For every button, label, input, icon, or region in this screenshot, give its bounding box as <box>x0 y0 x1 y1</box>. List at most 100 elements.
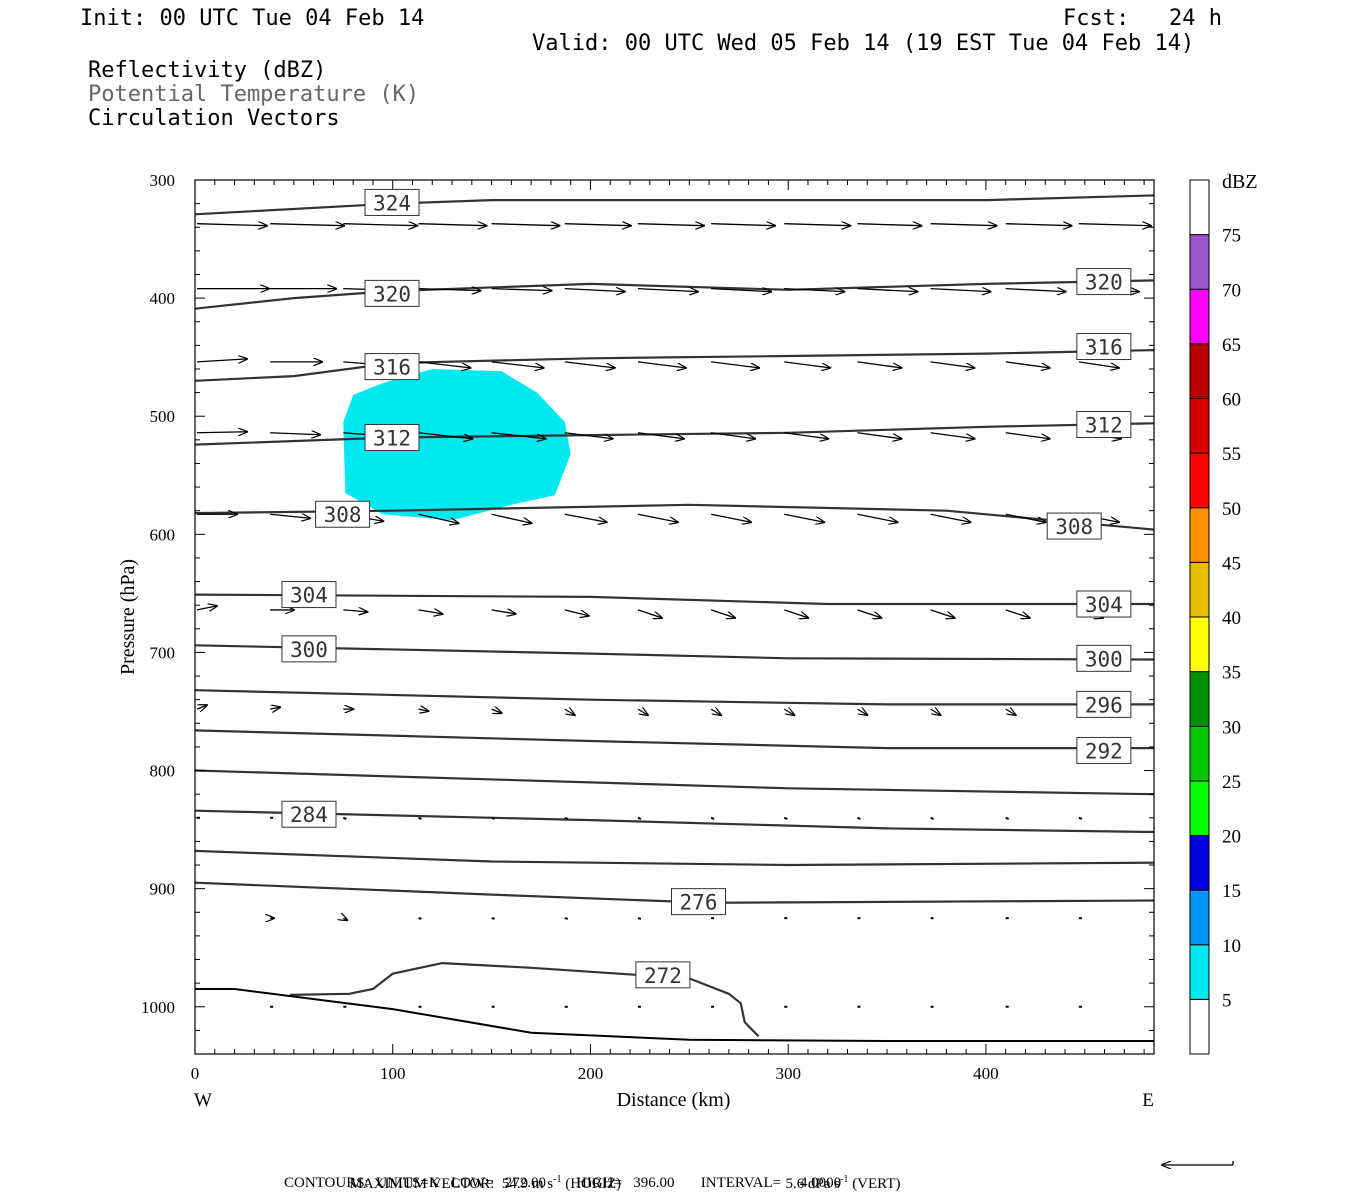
y-tick-label: 700 <box>150 643 176 662</box>
theta-contour-304 <box>194 593 1154 606</box>
circulation-vector <box>270 433 320 435</box>
circulation-vector <box>857 709 867 715</box>
theta-contour-300 <box>194 644 1155 661</box>
colorbar-segment <box>1189 179 1210 236</box>
circulation-vector <box>784 289 844 292</box>
theta-contour-284 <box>194 809 1155 834</box>
contour-label-320: 320 <box>373 282 411 306</box>
circulation-vector <box>857 513 897 522</box>
circulation-vector <box>637 361 686 368</box>
circulation-vector <box>270 224 344 226</box>
colorbar-level-label: 70 <box>1222 280 1241 301</box>
colorbar-level-label: 10 <box>1222 936 1241 957</box>
contour-label-box <box>1076 690 1132 718</box>
circulation-vector <box>491 432 546 439</box>
contour-label-box <box>671 888 727 916</box>
theta-contour-288 <box>194 769 1155 796</box>
colorbar-segment <box>1189 671 1210 727</box>
contour-label-box <box>315 500 371 528</box>
field-vectors-label: Circulation Vectors <box>88 106 340 131</box>
colorbar-level-label: 20 <box>1222 827 1241 848</box>
contour-label-312: 312 <box>1085 413 1123 437</box>
circulation-vector <box>784 432 828 439</box>
contour-label-316: 316 <box>373 356 411 380</box>
theta-contour-312 <box>194 422 1155 446</box>
theta-contour-292 <box>194 729 1154 750</box>
contour-label-box <box>1076 644 1132 672</box>
circulation-vector <box>1005 609 1030 618</box>
circulation-vector <box>343 610 367 612</box>
colorbar-level-label: 5 <box>1222 990 1232 1011</box>
forecast-hour: Fcst: 24 h <box>1063 6 1222 31</box>
contour-info: CONTOURS: UNITS=K LOW= 272.00 HIGH= 396.… <box>284 1175 842 1191</box>
circulation-vector <box>491 610 516 614</box>
theta-contour-280 <box>194 849 1155 867</box>
contour-label-box <box>1076 410 1132 438</box>
colorbar-segment <box>1189 507 1210 563</box>
circulation-vector <box>418 432 472 439</box>
circulation-vector <box>637 289 698 292</box>
contour-label-276: 276 <box>680 891 718 915</box>
circulation-vector <box>1005 513 1046 522</box>
colorbar-level-label: 35 <box>1222 663 1241 684</box>
circulation-vector <box>711 361 759 368</box>
circulation-vector <box>564 289 625 292</box>
colorbar-level-label: 55 <box>1222 444 1241 465</box>
circulation-vector <box>637 609 662 618</box>
circulation-vector <box>930 432 975 439</box>
circulation-vector <box>491 224 560 226</box>
circulation-vector <box>1005 709 1016 715</box>
circulation-vector <box>196 224 267 226</box>
y-tick-label: 800 <box>150 762 176 781</box>
circulation-vector <box>564 917 568 920</box>
circulation-vector <box>1078 361 1119 368</box>
max-vector-vertical: 5.6 dPa s-1 (VERT) <box>785 1174 901 1192</box>
circulation-vector <box>418 917 422 920</box>
circulation-vector <box>857 361 901 368</box>
contour-label-284: 284 <box>290 803 328 827</box>
contour-label-300: 300 <box>290 638 328 662</box>
circulation-vector <box>710 709 721 715</box>
circulation-vector <box>710 513 751 522</box>
circulation-vector <box>1005 432 1050 439</box>
circulation-vector <box>564 816 569 820</box>
circulation-vector <box>270 707 280 709</box>
field-theta-label: Potential Temperature (K) <box>88 82 420 107</box>
circulation-vector <box>564 709 575 715</box>
circulation-vector <box>1005 361 1050 368</box>
circulation-vector <box>491 816 495 820</box>
contour-label-box <box>281 581 337 609</box>
x-tick-label: 200 <box>578 1064 604 1083</box>
colorbar-level-label: 50 <box>1222 499 1241 520</box>
contour-label-300: 300 <box>1085 647 1123 671</box>
circulation-vector <box>196 359 247 362</box>
contour-label-box <box>1076 590 1132 618</box>
theta-contour-324 <box>194 194 1155 216</box>
contour-label-box <box>1076 333 1132 361</box>
colorbar-segment <box>1189 234 1210 290</box>
circulation-vector <box>930 816 934 820</box>
circulation-vector <box>637 917 642 920</box>
y-tick-label: 1000 <box>141 998 175 1017</box>
colorbar-level-label: 40 <box>1222 608 1241 629</box>
circulation-vector <box>564 609 589 616</box>
init-time: Init: 00 UTC Tue 04 Feb 14 <box>80 6 425 31</box>
contour-label-box <box>364 188 420 216</box>
colorbar-segment <box>1189 398 1210 454</box>
circulation-vector <box>564 361 615 368</box>
circulation-vector <box>857 432 901 439</box>
circulation-vector <box>564 432 613 439</box>
circulation-vector <box>784 609 808 618</box>
circulation-vector <box>857 224 921 226</box>
circulation-vector <box>710 609 735 618</box>
x-end-label-west: W <box>194 1090 212 1111</box>
theta-contour-320 <box>194 279 1155 310</box>
contour-label-box <box>281 635 337 663</box>
circulation-vector <box>491 289 552 291</box>
circulation-vector <box>783 816 788 820</box>
circulation-vector <box>343 224 417 226</box>
contour-label-316: 316 <box>1085 336 1123 360</box>
contour-label-box <box>364 353 420 381</box>
circulation-vector <box>196 705 207 709</box>
